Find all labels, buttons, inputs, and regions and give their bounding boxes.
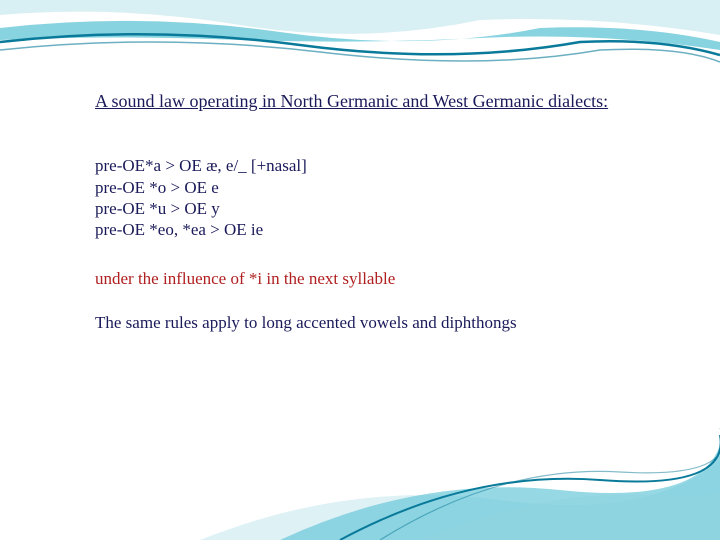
decorative-wave-bottom [0, 420, 720, 540]
rule-line: pre-OE *o > OE e [95, 177, 615, 198]
rule-line: pre-OE *u > OE y [95, 198, 615, 219]
sound-rules-block: pre-OE*a > OE æ, e/_ [+nasal] pre-OE *o … [95, 155, 615, 240]
decorative-wave-top [0, 0, 720, 90]
rule-line: pre-OE*a > OE æ, e/_ [+nasal] [95, 155, 615, 176]
rule-line: pre-OE *eo, *ea > OE ie [95, 219, 615, 240]
slide-content: A sound law operating in North Germanic … [95, 90, 615, 335]
influence-note: under the influence of *i in the next sy… [95, 268, 615, 290]
slide-heading: A sound law operating in North Germanic … [95, 90, 615, 113]
footnote-text: The same rules apply to long accented vo… [95, 312, 615, 334]
